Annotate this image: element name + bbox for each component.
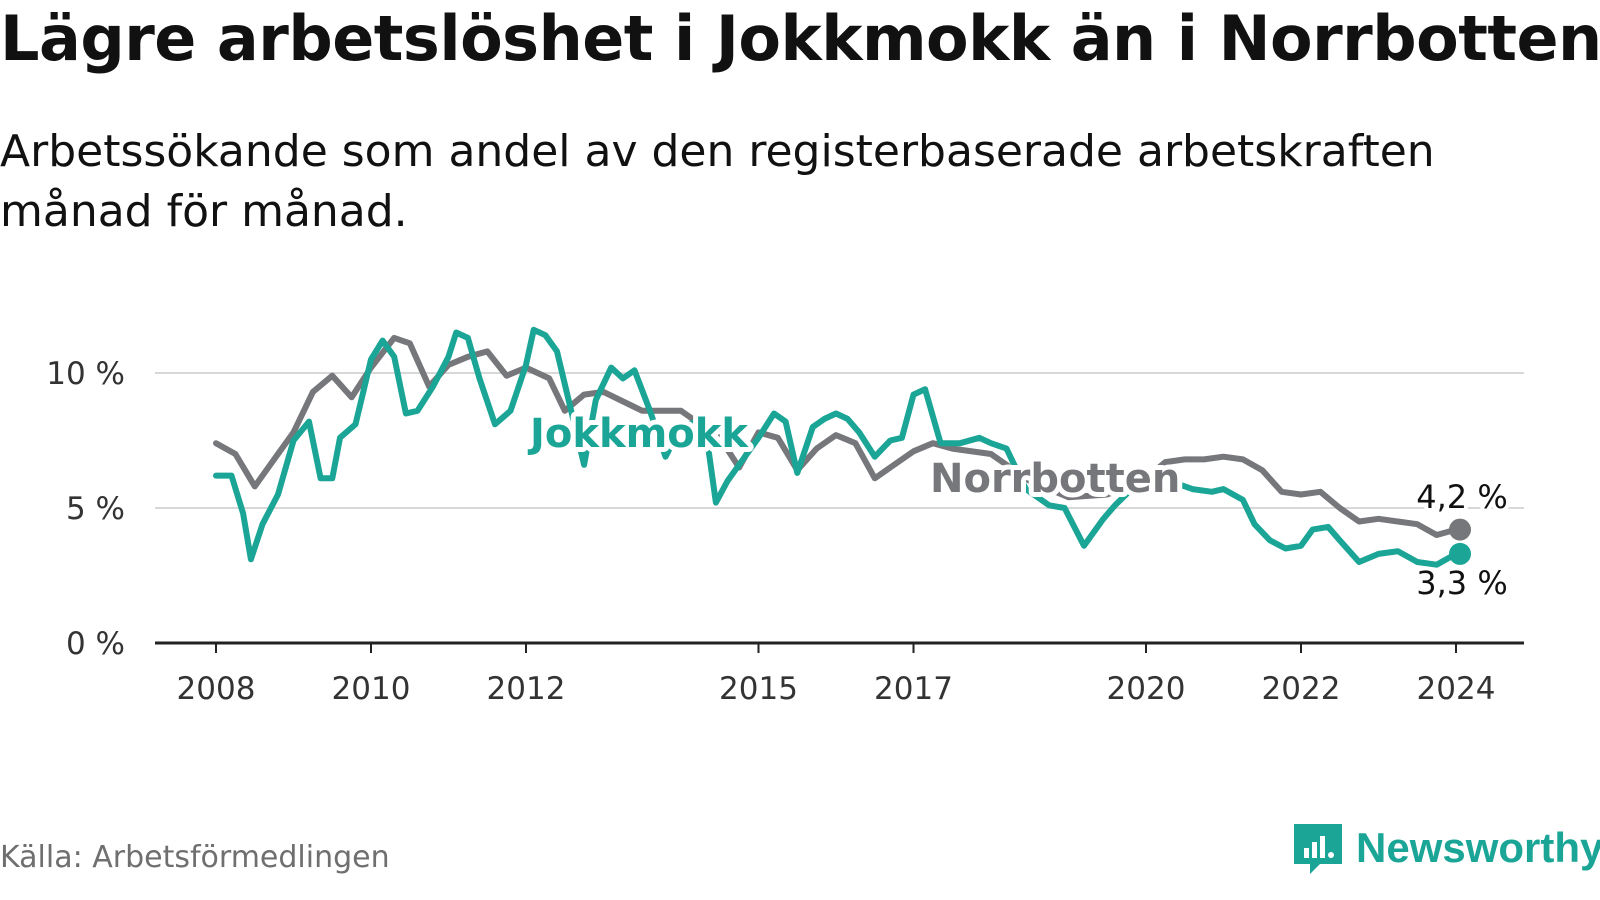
series-label-norrbotten-halo: Norrbotten (930, 456, 1180, 502)
end-label-norrbotten-halo: 4,2 % (1416, 478, 1507, 516)
y-tick-label: 10 % (46, 356, 125, 392)
x-tick-label: 2008 (177, 671, 256, 707)
x-tick-label: 2024 (1417, 671, 1496, 707)
series-line-jokkmokk (213, 326, 1459, 568)
newsworthy-logo-icon (1294, 824, 1342, 874)
x-tick-label: 2012 (487, 671, 566, 707)
line-chart: 0 % 5 % 10 % 2008 2010 2012 2015 2017 2020 2022 20… (46, 326, 1524, 707)
series-label-jokkmokk: Jokkmokk (527, 411, 749, 457)
series-label-norrbotten: Norrbotten (930, 456, 1180, 502)
end-point-norrbotten (1449, 518, 1471, 541)
x-tick-label: 2015 (719, 671, 798, 707)
chart-subtitle: Arbetssökande som andel av den registerb… (0, 126, 1435, 237)
end-label-norrbotten: 4,2 % (1416, 478, 1507, 516)
series-line-norrbotten (213, 334, 1459, 538)
y-tick-label: 5 % (66, 491, 125, 527)
source-note: Källa: Arbetsförmedlingen (0, 840, 390, 875)
x-tick-label: 2010 (332, 671, 411, 707)
end-label-jokkmokk: 3,3 % (1416, 564, 1507, 602)
brand-name: Newsworthy (1356, 824, 1600, 871)
end-point-jokkmokk (1449, 542, 1471, 565)
chart-title: Lägre arbetslöshet i Jokkmokk än i Norrb… (0, 2, 1600, 75)
series-label-jokkmokk-halo: Jokkmokk (527, 411, 749, 457)
x-tick-label: 2017 (874, 671, 953, 707)
brand-logo: Newsworthy (1290, 820, 1600, 876)
y-tick-label: 0 % (66, 626, 125, 662)
end-label-jokkmokk-halo: 3,3 % (1416, 564, 1507, 602)
x-tick-label: 2020 (1107, 671, 1186, 707)
x-tick-label: 2022 (1262, 671, 1341, 707)
